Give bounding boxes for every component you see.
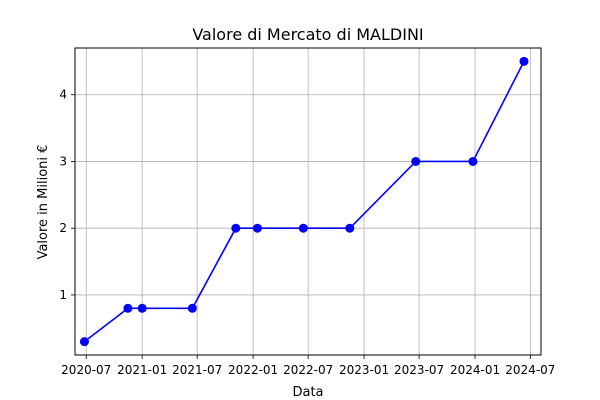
data-point <box>252 223 262 233</box>
x-tick-label: 2024-07 <box>505 363 555 377</box>
chart-title: Valore di Mercato di MALDINI <box>192 25 423 44</box>
x-axis-ticks: 2020-07 2021-01 2021-07 2022-01 2022-07 2023-… <box>61 355 555 377</box>
y-tick-label: 1 <box>59 288 67 302</box>
y-tick-label: 4 <box>59 88 67 102</box>
grid-lines <box>75 48 541 355</box>
data-point <box>298 223 308 233</box>
y-axis-label: Valore in Milioni € <box>36 145 51 260</box>
x-tick-label: 2022-01 <box>228 363 278 377</box>
data-point <box>231 223 241 233</box>
data-point <box>137 303 147 313</box>
series-layer <box>79 56 529 347</box>
x-axis-label: Data <box>292 385 323 400</box>
y-tick-label: 3 <box>59 154 67 168</box>
x-tick-label: 2024-01 <box>450 363 500 377</box>
data-point <box>411 156 421 166</box>
data-point <box>123 303 133 313</box>
y-axis-ticks: 1 2 3 4 <box>59 88 75 302</box>
data-point <box>468 156 478 166</box>
data-point <box>345 223 355 233</box>
x-tick-label: 2023-01 <box>339 363 389 377</box>
y-tick-label: 2 <box>59 221 67 235</box>
x-tick-label: 2022-07 <box>283 363 333 377</box>
x-tick-label: 2021-01 <box>117 363 167 377</box>
data-point <box>79 337 89 347</box>
data-point <box>519 56 529 66</box>
x-tick-label: 2021-07 <box>172 363 222 377</box>
data-point <box>187 303 197 313</box>
x-tick-label: 2023-07 <box>394 363 444 377</box>
x-tick-label: 2020-07 <box>61 363 111 377</box>
